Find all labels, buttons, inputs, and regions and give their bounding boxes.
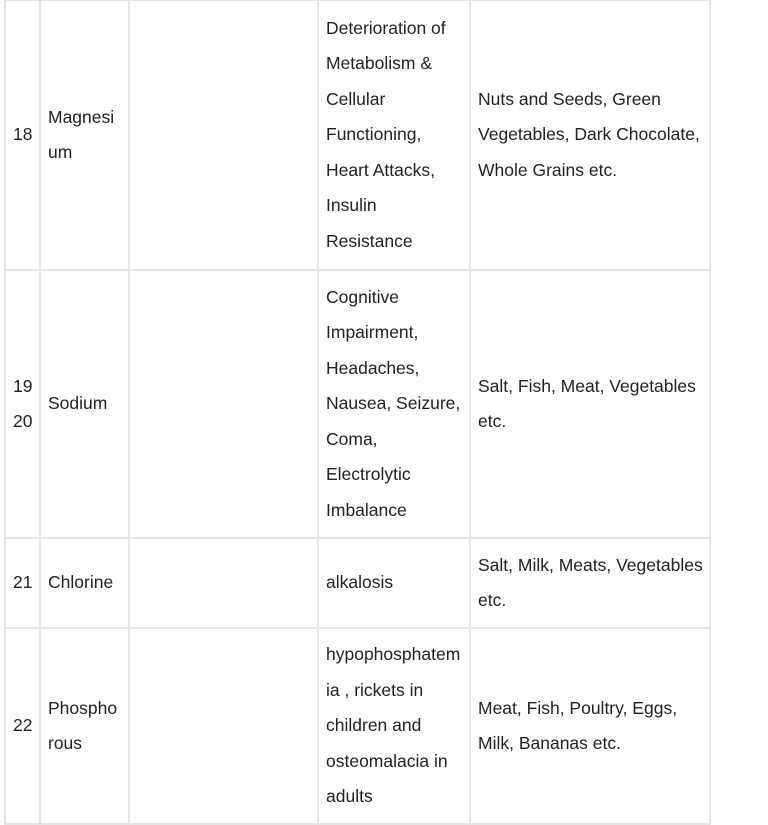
row-number-cell: 22 bbox=[4, 627, 41, 825]
deficiency-effects-cell: Deterioration of Metabolism & Cellular F… bbox=[317, 0, 471, 271]
deficiency-effects-cell: hypophosphatemia , rickets in children a… bbox=[317, 627, 471, 825]
empty-cell bbox=[128, 627, 319, 825]
food-sources-cell: Salt, Milk, Meats, Vegetables etc. bbox=[469, 537, 711, 629]
empty-cell bbox=[128, 269, 319, 539]
empty-cell bbox=[128, 537, 319, 629]
mineral-name-cell: Sodium bbox=[39, 269, 130, 539]
table-row: 18 Magnesium Deterioration of Metabolism &… bbox=[4, 0, 711, 271]
food-sources-cell: Nuts and Seeds, Green Vegetables, Dark C… bbox=[469, 0, 711, 271]
deficiency-effects-cell: alkalosis bbox=[317, 537, 471, 629]
mineral-name-cell: Phosphorous bbox=[39, 627, 130, 825]
table-row: 22 Phosphorous hypophosphatemia , rickets … bbox=[4, 627, 711, 825]
mineral-name-cell: Chlorine bbox=[39, 537, 130, 629]
empty-cell bbox=[128, 0, 319, 271]
row-number-cell: 18 bbox=[4, 0, 41, 271]
mineral-name-cell: Magnesium bbox=[39, 0, 130, 271]
row-number-cell: 1920 bbox=[4, 269, 41, 539]
table-row: 21 Chlorine alkalosis Salt, Milk, Meats, V… bbox=[4, 537, 711, 629]
deficiency-effects-cell: Cognitive Impairment, Headaches, Nausea,… bbox=[317, 269, 471, 539]
table-row: 1920 Sodium Cognitive Impairment, Headache… bbox=[4, 269, 711, 539]
food-sources-cell: Meat, Fish, Poultry, Eggs, Milk, Bananas… bbox=[469, 627, 711, 825]
row-number-cell: 21 bbox=[4, 537, 41, 629]
food-sources-cell: Salt, Fish, Meat, Vegetables etc. bbox=[469, 269, 711, 539]
nutrient-table: 18 Magnesium Deterioration of Metabolism &… bbox=[4, 0, 711, 825]
